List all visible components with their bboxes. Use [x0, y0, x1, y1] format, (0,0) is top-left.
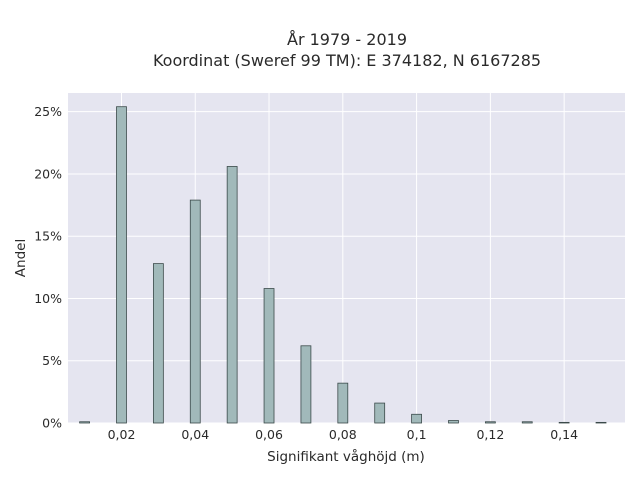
bar: [558, 421, 570, 424]
y-axis-label: Andel: [13, 239, 29, 277]
bar: [152, 263, 164, 424]
chart-title-line-1: År 1979 - 2019: [287, 30, 407, 49]
plot-area: [68, 93, 625, 423]
y-tick-labels: 0% 5% 10% 15% 20% 25%: [34, 104, 62, 430]
x-tick-label: 0,1: [407, 427, 427, 442]
y-tick-label: 15%: [34, 229, 62, 244]
x-tick-label: 0,04: [181, 427, 209, 442]
bar: [337, 382, 349, 424]
bar: [521, 421, 533, 424]
y-tick-label: 0%: [42, 416, 62, 431]
bar: [374, 402, 386, 424]
y-tick-label: 10%: [34, 291, 62, 306]
x-tick-label: 0,06: [255, 427, 283, 442]
y-tick-label: 20%: [34, 166, 62, 181]
bar: [300, 345, 312, 424]
bar: [411, 413, 422, 424]
x-tick-label: 0,12: [476, 427, 504, 442]
bar: [595, 421, 607, 424]
y-tick-label: 25%: [34, 104, 62, 119]
bar: [226, 166, 238, 424]
x-tick-label: 0,14: [550, 427, 578, 442]
x-tick-label: 0,08: [329, 427, 357, 442]
y-tick-label: 5%: [42, 353, 62, 368]
bar: [484, 421, 496, 424]
x-tick-label: 0,02: [108, 427, 136, 442]
chart-title-line-2: Koordinat (Sweref 99 TM): E 374182, N 61…: [153, 51, 541, 70]
x-axis-label: Signifikant våghöjd (m): [267, 448, 425, 465]
bar: [189, 199, 201, 424]
bar: [263, 288, 275, 424]
bar: [79, 421, 90, 424]
bar: [116, 106, 127, 424]
x-tick-labels: 0,02 0,04 0,06 0,08 0,1 0,12 0,14: [108, 427, 579, 442]
bars: [79, 106, 607, 424]
bar: [448, 420, 459, 424]
